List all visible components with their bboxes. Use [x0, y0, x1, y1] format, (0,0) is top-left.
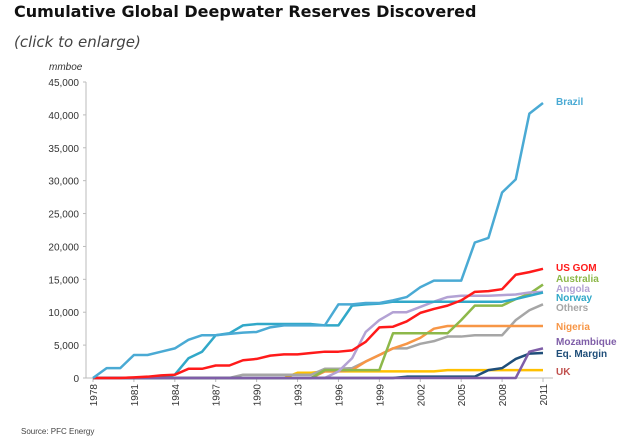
x-tick-label: 1978	[89, 384, 100, 407]
y-tick-label: 40,000	[48, 111, 79, 122]
y-tick-label: 30,000	[48, 177, 79, 188]
y-tick-label: 45,000	[48, 78, 79, 89]
series-line-australia	[93, 283, 544, 380]
series-label: Nigeria	[556, 322, 590, 333]
y-tick-label: 5,000	[54, 341, 79, 352]
x-tick-label: 1996	[334, 384, 345, 407]
click-to-enlarge-link[interactable]: (click to enlarge)	[14, 33, 141, 51]
x-tick-label: 2008	[498, 384, 509, 407]
x-tick-label: 2011	[539, 384, 550, 406]
chart-source: Source: PFC Energy	[21, 427, 95, 436]
y-tick-label: 25,000	[48, 210, 79, 221]
series-label: Australia	[556, 274, 599, 285]
x-tick-label: 1990	[253, 384, 264, 407]
x-tick-label: 1993	[294, 384, 305, 407]
series-label: Angola	[556, 284, 590, 295]
x-tick-label: 1981	[130, 384, 141, 407]
y-tick-label: 20,000	[48, 242, 79, 253]
series-label: Others	[556, 303, 589, 314]
y-tick-label: 35,000	[48, 144, 79, 155]
page-title: Cumulative Global Deepwater Reserves Dis…	[14, 2, 477, 21]
x-tick-label: 1987	[212, 384, 223, 407]
series-line-brazil	[92, 102, 544, 380]
x-tick-label: 2002	[416, 384, 427, 407]
series-label: Mozambique	[556, 337, 617, 348]
y-axis-unit-label: mmboe	[49, 62, 83, 73]
y-tick-label: 15,000	[48, 275, 79, 286]
x-tick-label: 1984	[171, 384, 182, 407]
series-line-us-gom	[93, 267, 544, 380]
series-label: US GOM	[556, 263, 597, 274]
x-tick-label: 1999	[375, 384, 386, 407]
series-label: UK	[556, 367, 571, 378]
series-label: Norway	[556, 293, 593, 304]
series-line-mozambique	[93, 347, 544, 380]
y-tick-label: 10,000	[48, 308, 79, 319]
series-label: Brazil	[556, 97, 583, 108]
series-label: Eq. Margin	[556, 349, 607, 360]
series-line-others	[93, 303, 544, 380]
x-tick-label: 2005	[457, 384, 468, 407]
y-tick-label: 0	[73, 374, 79, 385]
